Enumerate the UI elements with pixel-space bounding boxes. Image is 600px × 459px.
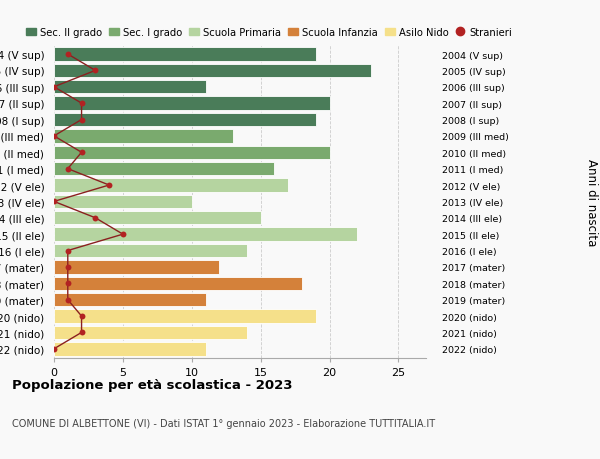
Bar — [54, 277, 302, 291]
Point — [49, 84, 59, 91]
Point — [63, 166, 73, 173]
Point — [49, 198, 59, 206]
Point — [77, 149, 86, 157]
Point — [63, 280, 73, 287]
Point — [91, 215, 100, 222]
Point — [49, 133, 59, 140]
Legend: Sec. II grado, Sec. I grado, Scuola Primaria, Scuola Infanzia, Asilo Nido, Stran: Sec. II grado, Sec. I grado, Scuola Prim… — [26, 28, 512, 38]
Point — [63, 51, 73, 59]
Bar — [54, 212, 260, 225]
Text: Anni di nascita: Anni di nascita — [584, 158, 598, 246]
Point — [77, 329, 86, 336]
Bar — [54, 293, 206, 307]
Bar — [54, 113, 316, 127]
Point — [63, 263, 73, 271]
Point — [77, 313, 86, 320]
Bar — [54, 179, 288, 192]
Bar — [54, 342, 206, 356]
Bar — [54, 130, 233, 143]
Point — [63, 247, 73, 255]
Text: Popolazione per età scolastica - 2023: Popolazione per età scolastica - 2023 — [12, 379, 293, 392]
Bar — [54, 81, 206, 94]
Bar — [54, 326, 247, 339]
Bar — [54, 97, 329, 111]
Point — [104, 182, 114, 189]
Bar — [54, 244, 247, 257]
Bar — [54, 162, 274, 176]
Bar — [54, 65, 371, 78]
Bar — [54, 146, 329, 160]
Point — [118, 231, 128, 238]
Point — [77, 117, 86, 124]
Bar — [54, 261, 220, 274]
Bar — [54, 195, 192, 209]
Text: COMUNE DI ALBETTONE (VI) - Dati ISTAT 1° gennaio 2023 - Elaborazione TUTTITALIA.: COMUNE DI ALBETTONE (VI) - Dati ISTAT 1°… — [12, 418, 435, 428]
Point — [63, 297, 73, 304]
Bar — [54, 228, 357, 241]
Point — [49, 345, 59, 353]
Bar — [54, 310, 316, 323]
Point — [91, 67, 100, 75]
Bar — [54, 48, 316, 62]
Point — [77, 100, 86, 107]
